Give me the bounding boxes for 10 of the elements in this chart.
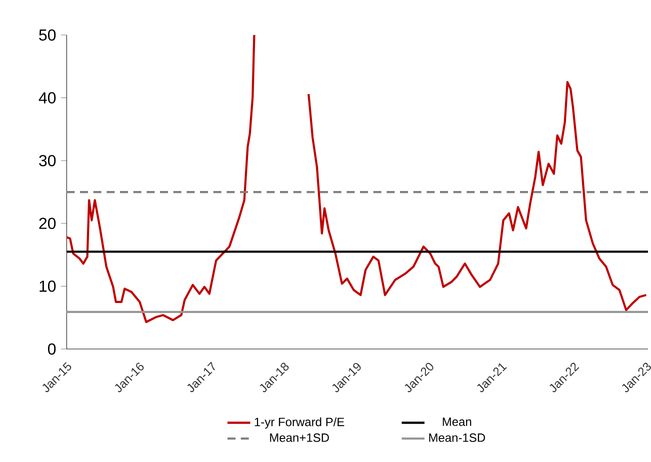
- legend-label: Mean: [442, 418, 472, 426]
- y-tick-label: 40: [38, 92, 56, 104]
- legend-label: Mean+1SD: [270, 433, 329, 442]
- y-tick-label: 0: [48, 343, 56, 355]
- y-tick-label: 30: [39, 154, 56, 166]
- legend-label: Mean-1SD: [429, 433, 485, 442]
- y-tick-label: 10: [40, 280, 56, 292]
- y-tick-label: 20: [39, 218, 56, 230]
- legend-label: 1-yr Forward P/E: [254, 417, 344, 429]
- y-tick-label: 50: [39, 29, 56, 41]
